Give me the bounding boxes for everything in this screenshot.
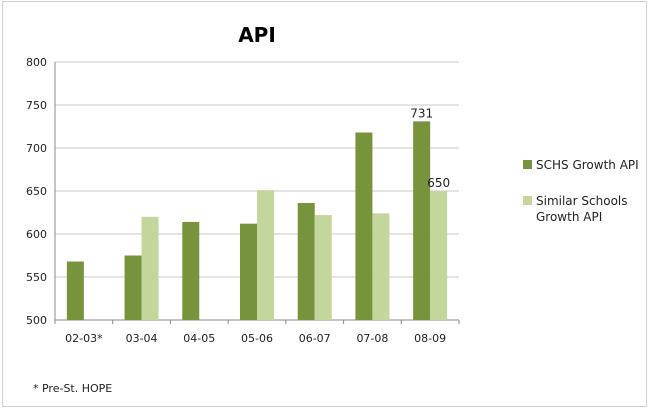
bar-similar <box>430 191 448 320</box>
bar-schs <box>124 255 142 320</box>
x-tick-label: 08-09 <box>414 332 446 345</box>
api-bar-chart: API 500 550 600 650 700 750 800 02-03* 03-04 04-05… <box>26 23 639 345</box>
bar-schs <box>413 121 431 320</box>
y-tick-label: 600 <box>26 228 47 241</box>
x-tick-label: 05-06 <box>241 332 273 345</box>
bar-similar <box>314 215 332 320</box>
x-tick-label: 02-03* <box>65 332 103 345</box>
x-tick-label: 04-05 <box>183 332 215 345</box>
bar-schs <box>240 223 257 320</box>
footnote: * Pre-St. HOPE <box>33 382 113 395</box>
y-tick-label: 750 <box>26 99 47 112</box>
x-tick-label: 03-04 <box>126 332 158 345</box>
bar-schs <box>297 203 315 320</box>
bar-similar <box>372 213 390 320</box>
y-tick-label: 500 <box>26 314 47 327</box>
data-label: 731 <box>410 106 433 120</box>
bar-schs <box>66 261 84 320</box>
legend-label: Similar Schools <box>536 194 628 208</box>
bar-schs <box>182 221 200 320</box>
chart-title: API <box>238 23 276 47</box>
y-tick-label: 650 <box>26 185 47 198</box>
chart-frame: API 500 550 600 650 700 750 800 02-03* 03-04 04-05… <box>2 1 647 407</box>
legend-label: Growth API <box>536 210 602 224</box>
x-tick-label: 06-07 <box>299 332 331 345</box>
legend-swatch-schs <box>523 160 532 169</box>
legend-label: SCHS Growth API <box>536 158 639 172</box>
bar-similar <box>141 216 159 320</box>
x-tick-label: 07-08 <box>356 332 388 345</box>
y-tick-label: 550 <box>26 271 47 284</box>
data-label: 650 <box>427 176 450 190</box>
legend-swatch-similar <box>523 196 532 205</box>
y-tick-label: 800 <box>26 56 47 69</box>
y-tick-label: 700 <box>26 142 47 155</box>
bar-similar <box>257 190 274 320</box>
bar-schs <box>355 132 373 320</box>
